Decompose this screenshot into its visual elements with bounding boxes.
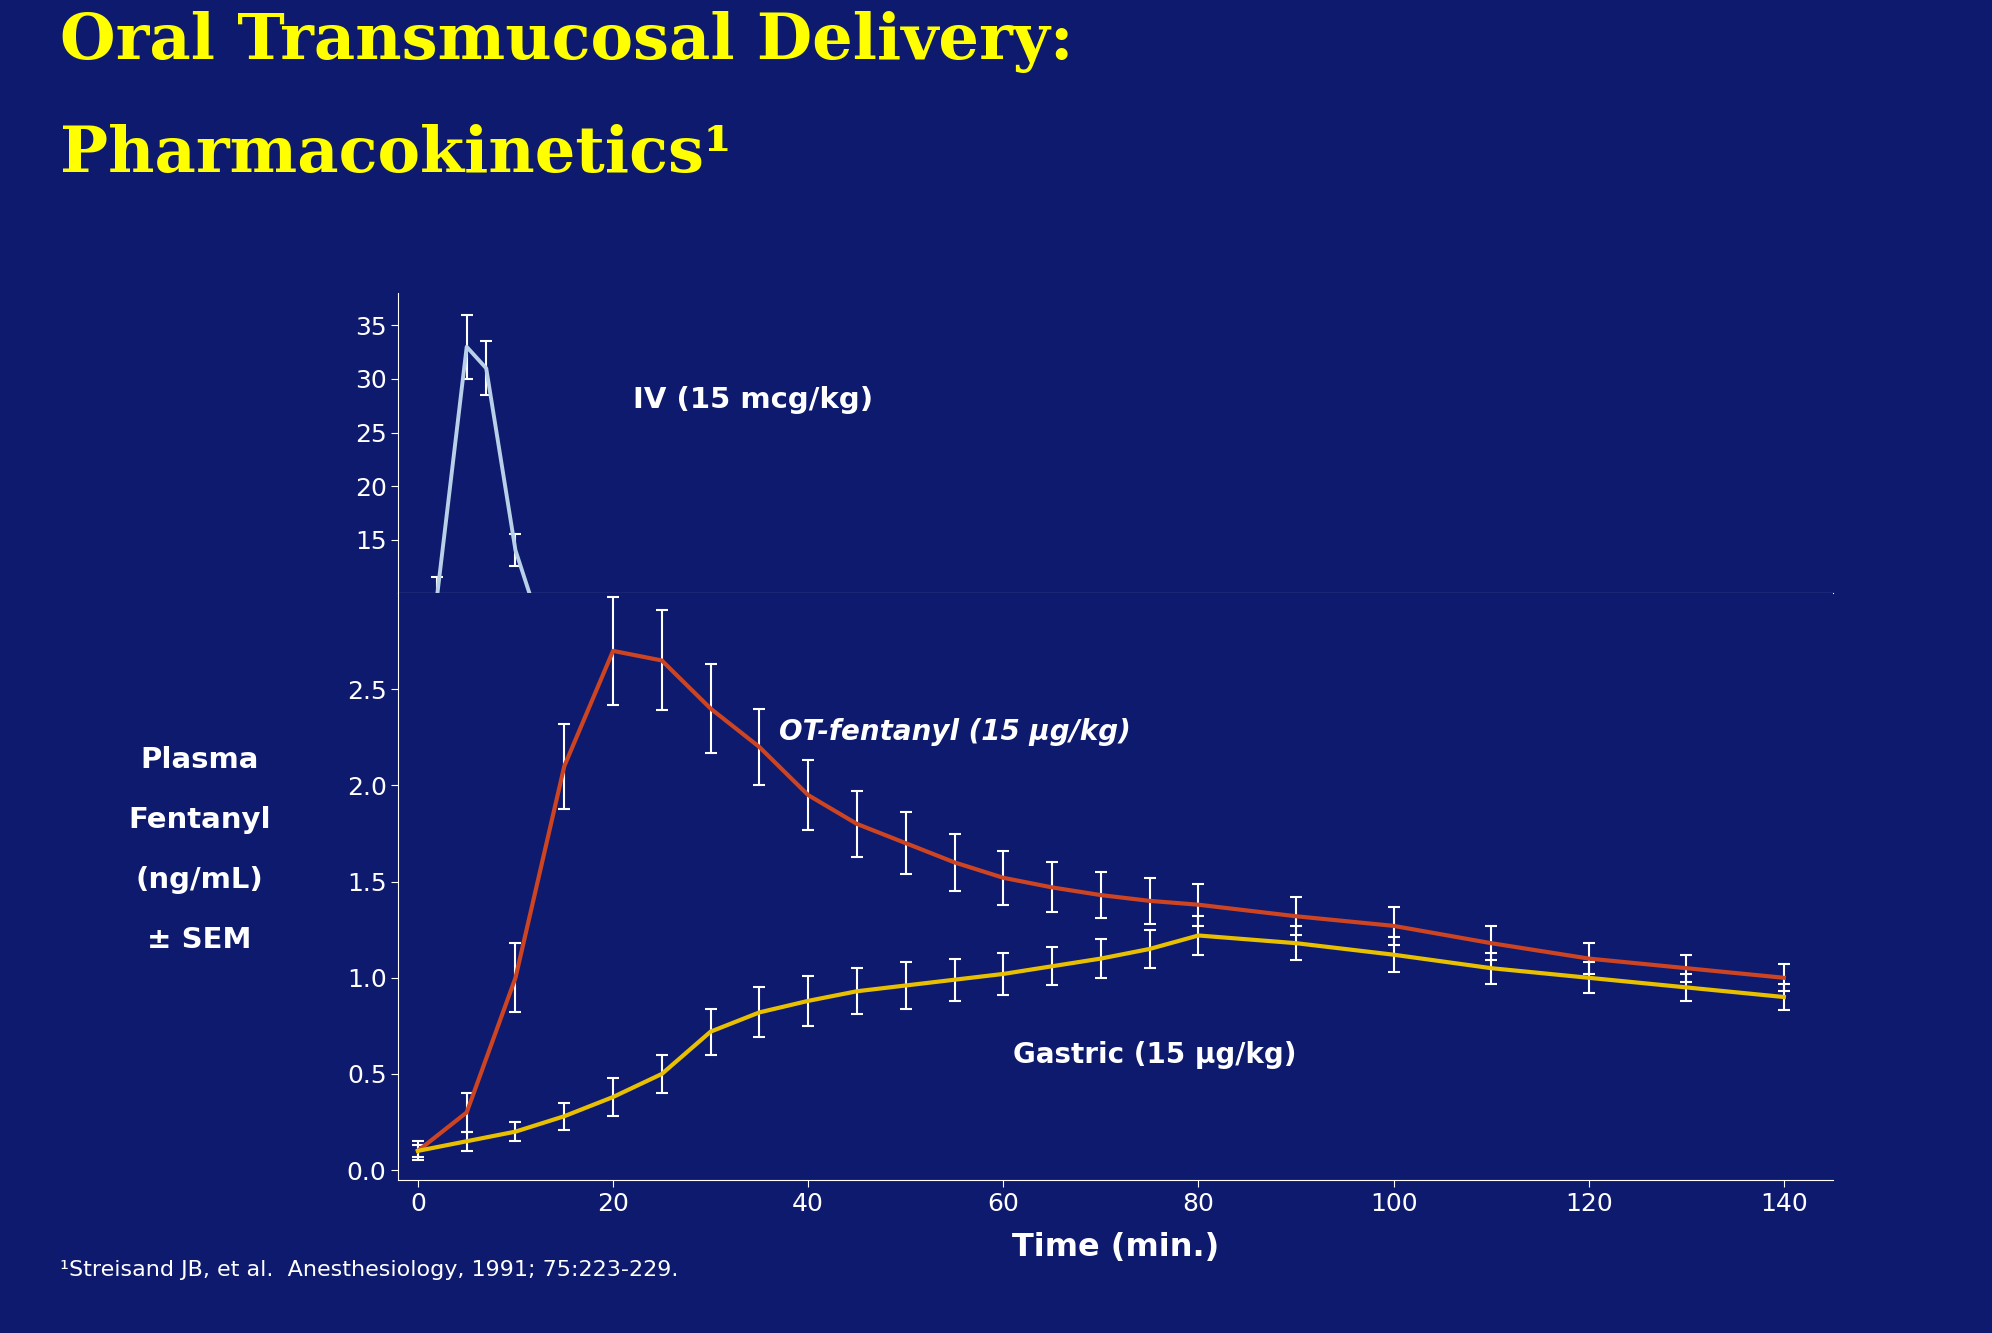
X-axis label: Time (min.): Time (min.) [1012, 1232, 1219, 1264]
Text: OT-fentanyl (15 μg/kg): OT-fentanyl (15 μg/kg) [779, 717, 1131, 745]
Text: ¹Streisand JB, et al.  Anesthesiology, 1991; 75:223-229.: ¹Streisand JB, et al. Anesthesiology, 19… [60, 1260, 677, 1280]
Text: IV (15 mcg/kg): IV (15 mcg/kg) [633, 387, 872, 415]
Text: (ng/mL): (ng/mL) [135, 865, 263, 894]
Text: ± SEM: ± SEM [147, 925, 251, 954]
Text: Fentanyl: Fentanyl [127, 805, 271, 834]
Text: Oral Transmucosal Delivery:: Oral Transmucosal Delivery: [60, 11, 1074, 73]
Text: Pharmacokinetics¹: Pharmacokinetics¹ [60, 124, 731, 185]
Text: Gastric (15 μg/kg): Gastric (15 μg/kg) [1014, 1041, 1297, 1069]
Text: Plasma: Plasma [139, 745, 259, 774]
